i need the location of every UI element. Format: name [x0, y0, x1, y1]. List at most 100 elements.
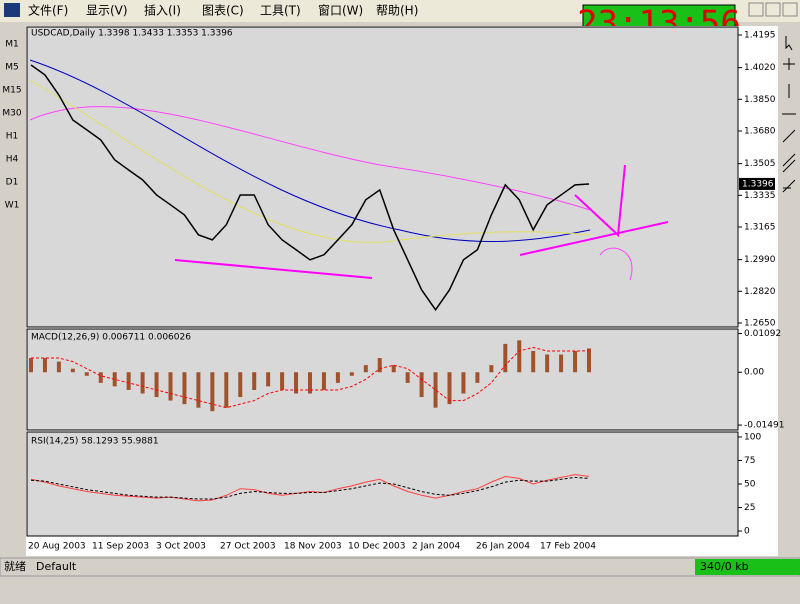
histogram-bar: [363, 365, 368, 373]
price-panel: [26, 26, 739, 328]
restore[interactable]: [765, 2, 781, 17]
trend-tool[interactable]: [782, 129, 796, 143]
timeframe-button[interactable]: M30: [2, 109, 21, 119]
histogram-bar: [559, 354, 564, 373]
y-tick-label: 1.3505: [744, 159, 776, 169]
histogram-bar: [182, 372, 187, 405]
menu-item[interactable]: 图表(C): [202, 4, 244, 18]
histogram-bar: [419, 372, 424, 398]
x-tick-label: 26 Jan 2004: [476, 542, 530, 552]
x-tick-label: 3 Oct 2003: [156, 542, 206, 552]
channel-tool[interactable]: [782, 153, 796, 173]
draw-tools: [782, 36, 796, 193]
panel-title: RSI(14,25) 58.1293 55.9881: [31, 437, 159, 447]
histogram-bar: [196, 372, 201, 408]
histogram-bar: [210, 372, 215, 412]
macd-panel: [26, 328, 739, 431]
menu-item[interactable]: 工具(T): [260, 4, 301, 18]
histogram-bar: [238, 372, 243, 398]
y-tick-label: 1.3165: [744, 223, 776, 233]
status-bar: [0, 557, 800, 577]
traffic: 340/0 kb: [700, 560, 749, 573]
histogram-bar: [154, 372, 159, 398]
histogram-bar: [126, 372, 131, 390]
y-tick-label: 1.3680: [744, 127, 776, 137]
annotations: [29, 59, 669, 281]
right-toolbar: [778, 24, 800, 556]
y-tick-label: 0.00: [744, 368, 764, 378]
histogram-bar: [266, 372, 271, 387]
timeframe-button[interactable]: M5: [5, 63, 19, 73]
fibo-tool[interactable]: [782, 179, 796, 193]
menu-item[interactable]: 窗口(W): [318, 4, 363, 18]
histogram-bar: [517, 340, 522, 373]
menu-item[interactable]: 显示(V): [86, 4, 128, 18]
sketch: [599, 247, 633, 281]
histogram-bar: [224, 372, 229, 408]
y-tick-label: 1.2650: [744, 319, 776, 329]
moving-average: [29, 59, 591, 243]
histogram-bar: [531, 350, 536, 373]
histogram-bar: [335, 372, 340, 383]
histogram-bar: [56, 361, 61, 373]
menu-item[interactable]: 文件(F): [28, 3, 68, 18]
menu-item[interactable]: 帮助(H): [376, 4, 418, 18]
app-icon: [4, 3, 20, 17]
crosshair-tool[interactable]: [783, 58, 795, 70]
moving-average: [29, 79, 591, 243]
histogram-bar: [294, 372, 299, 394]
x-tick-label: 20 Aug 2003: [28, 542, 86, 552]
histogram-bar: [308, 372, 312, 394]
timeframe-button[interactable]: H4: [6, 155, 19, 165]
timeframe-button[interactable]: H1: [6, 132, 19, 142]
histogram-bar: [321, 372, 326, 390]
cursor-tool[interactable]: [785, 36, 793, 51]
y-tick-label: 100: [744, 433, 761, 443]
y-tick-label: 1.2990: [744, 255, 776, 265]
moving-average: [29, 106, 591, 211]
histogram-bar: [587, 348, 591, 373]
traffic-box: [695, 559, 800, 575]
histogram-bar: [29, 358, 33, 373]
x-tick-label: 2 Jan 2004: [412, 542, 460, 552]
timeframe-button[interactable]: D1: [6, 178, 19, 188]
histogram-bar: [447, 372, 452, 405]
current-price: 1.3396: [742, 179, 774, 189]
series-line: [30, 476, 590, 500]
histogram-bar: [252, 372, 257, 390]
x-tick-label: 18 Nov 2003: [284, 542, 342, 552]
support-line: [174, 259, 373, 279]
x-tick-label: 17 Feb 2004: [540, 542, 596, 552]
histogram-bar: [349, 372, 354, 376]
y-tick-label: 1.3335: [744, 191, 776, 201]
histogram-bar: [475, 372, 480, 383]
histogram-bar: [140, 372, 145, 394]
y-tick-label: 1.3850: [744, 95, 776, 105]
panel-title: MACD(12,26,9) 0.006711 0.006026: [31, 333, 191, 343]
histogram-bar: [405, 372, 410, 383]
status-text: 就绪: [4, 559, 26, 573]
y-tick-label: 50: [744, 480, 756, 490]
timeframe-button[interactable]: M1: [5, 40, 19, 50]
close[interactable]: [782, 2, 798, 17]
histogram-bar: [84, 372, 89, 376]
y-tick-label: 75: [744, 456, 755, 466]
timeframe-button[interactable]: M15: [2, 86, 21, 96]
y-tick-label: 1.4195: [744, 31, 776, 41]
y-tick-label: 0.01092: [744, 329, 781, 339]
histogram-bar: [503, 343, 508, 373]
menu-item[interactable]: 插入(I): [144, 4, 181, 18]
histogram-bar: [433, 372, 438, 408]
x-tick-label: 27 Oct 2003: [220, 542, 276, 552]
histogram-bar: [168, 372, 173, 401]
profile: Default: [36, 560, 77, 573]
histogram-bar: [98, 372, 103, 383]
x-tick-label: 10 Dec 2003: [348, 542, 406, 552]
rsi-panel: [26, 431, 739, 537]
histogram-bar: [489, 365, 494, 373]
series-line: [30, 474, 590, 502]
histogram-bar: [42, 358, 47, 373]
timeframe-button[interactable]: W1: [5, 201, 20, 211]
minimize[interactable]: [748, 2, 764, 17]
